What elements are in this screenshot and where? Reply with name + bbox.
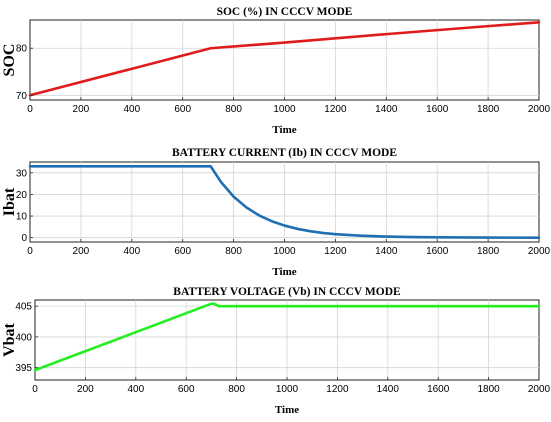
soc-chart: SOC (%) IN CCCV MODE Time SOC 0 200 400 600… (1, 6, 551, 136)
x-tick-label: 0 (27, 104, 33, 115)
x-tick-label: 600 (178, 384, 195, 395)
x-tick-label: 0 (32, 384, 38, 395)
x-tick-label: 200 (73, 246, 90, 257)
x-tick-label: 1000 (273, 246, 296, 257)
x-tick-label: 1600 (426, 104, 449, 115)
series-line (28, 21, 541, 97)
x-tick-label: 1800 (477, 246, 500, 257)
x-tick-label: 600 (174, 104, 191, 115)
y-tick-label: 0 (21, 233, 27, 244)
x-tick-label: 800 (225, 104, 242, 115)
series-line (33, 302, 541, 372)
x-tick-label: 1600 (426, 246, 449, 257)
x-tick-label: 800 (228, 384, 245, 395)
x-tick-label: 1600 (427, 384, 450, 395)
battery-current-chart: BATTERY CURRENT (Ib) IN CCCV MODE Time I… (1, 147, 551, 278)
x-tick-label: 1800 (477, 104, 500, 115)
x-tick-label: 200 (77, 384, 94, 395)
y-tick-label: 70 (16, 91, 28, 102)
series-line (28, 165, 541, 239)
x-tick-label: 1200 (324, 104, 347, 115)
x-tick-label: 1200 (326, 384, 349, 395)
x-tick-label: 0 (27, 246, 33, 257)
y-tick-label: 30 (16, 168, 28, 179)
chart-title: SOC (%) IN CCCV MODE (217, 6, 353, 18)
y-tick-label: 400 (15, 332, 32, 343)
y-axis-label: Vbat (1, 322, 18, 356)
x-tick-label: 800 (225, 246, 242, 257)
x-tick-label: 1400 (377, 384, 400, 395)
x-tick-label: 1000 (276, 384, 299, 395)
x-tick-label: 1800 (477, 384, 500, 395)
y-tick-label: 405 (15, 302, 32, 313)
x-axis-label: Time (272, 266, 296, 278)
x-tick-label: 1400 (375, 246, 398, 257)
x-tick-label: 2000 (528, 104, 551, 115)
y-tick-label: 80 (16, 44, 28, 55)
y-tick-label: 20 (16, 190, 28, 201)
x-tick-label: 400 (127, 384, 144, 395)
x-tick-label: 600 (174, 246, 191, 257)
x-tick-label: 200 (73, 104, 90, 115)
x-tick-label: 2000 (528, 384, 551, 395)
y-tick-label: 10 (16, 212, 28, 223)
chart-title: BATTERY CURRENT (Ib) IN CCCV MODE (172, 147, 397, 159)
grid (30, 20, 539, 100)
y-axis-label: Ibat (1, 187, 18, 216)
y-tick-label: 395 (15, 363, 32, 374)
battery-voltage-chart: BATTERY VOLTAGE (Vb) IN CCCV MODE Time V… (1, 286, 551, 416)
x-axis-label: Time (275, 404, 299, 416)
x-axis-label: Time (272, 124, 296, 136)
x-tick-label: 2000 (528, 246, 551, 257)
chart-title: BATTERY VOLTAGE (Vb) IN CCCV MODE (173, 286, 401, 298)
x-tick-label: 1200 (324, 246, 347, 257)
x-tick-label: 400 (123, 246, 140, 257)
x-tick-label: 1000 (273, 104, 296, 115)
x-tick-label: 400 (123, 104, 140, 115)
x-tick-label: 1400 (375, 104, 398, 115)
y-axis-label: SOC (1, 44, 18, 77)
